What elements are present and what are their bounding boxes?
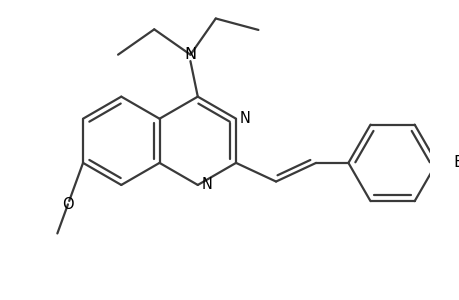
- Text: N: N: [201, 178, 212, 193]
- Text: N: N: [184, 47, 196, 62]
- Text: Br: Br: [452, 155, 459, 170]
- Text: O: O: [62, 197, 73, 212]
- Text: N: N: [239, 111, 250, 126]
